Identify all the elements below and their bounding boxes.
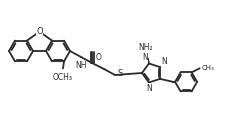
Text: N: N <box>142 54 148 62</box>
Text: N: N <box>146 84 152 92</box>
Text: NH₂: NH₂ <box>139 44 153 52</box>
Text: O: O <box>36 27 43 36</box>
Text: S: S <box>118 70 123 78</box>
Text: NH: NH <box>75 61 87 70</box>
Text: CH₃: CH₃ <box>202 65 214 71</box>
Text: N: N <box>161 57 167 66</box>
Text: OCH₃: OCH₃ <box>53 73 73 82</box>
Text: O: O <box>96 53 102 62</box>
